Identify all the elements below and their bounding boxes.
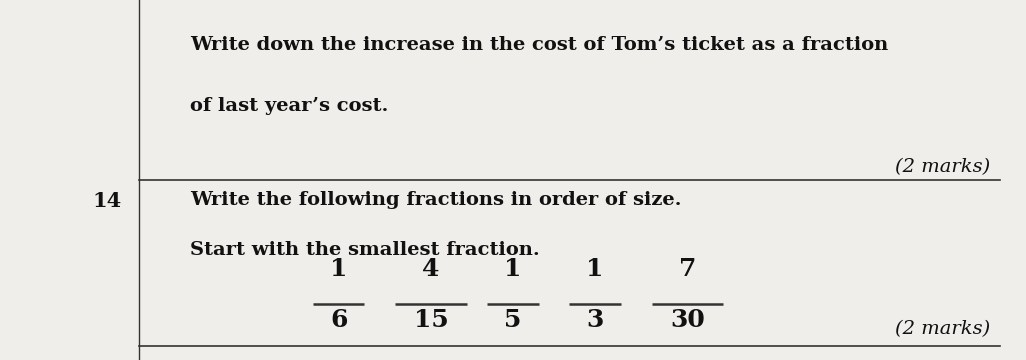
Text: 15: 15: [413, 308, 448, 332]
Text: 5: 5: [505, 308, 521, 332]
Text: 30: 30: [670, 308, 705, 332]
Text: Write the following fractions in order of size.: Write the following fractions in order o…: [190, 191, 681, 209]
Text: 1: 1: [505, 257, 521, 281]
Text: (2 marks): (2 marks): [895, 158, 990, 176]
Text: Write down the increase in the cost of Tom’s ticket as a fraction: Write down the increase in the cost of T…: [190, 36, 889, 54]
Text: 1: 1: [330, 257, 347, 281]
Text: (2 marks): (2 marks): [895, 320, 990, 338]
Text: 4: 4: [423, 257, 439, 281]
Text: 14: 14: [92, 191, 122, 211]
Text: 1: 1: [587, 257, 603, 281]
Text: 7: 7: [679, 257, 696, 281]
Text: of last year’s cost.: of last year’s cost.: [190, 97, 388, 115]
Text: Start with the smallest fraction.: Start with the smallest fraction.: [190, 241, 540, 259]
Text: 3: 3: [587, 308, 603, 332]
Text: 6: 6: [330, 308, 347, 332]
